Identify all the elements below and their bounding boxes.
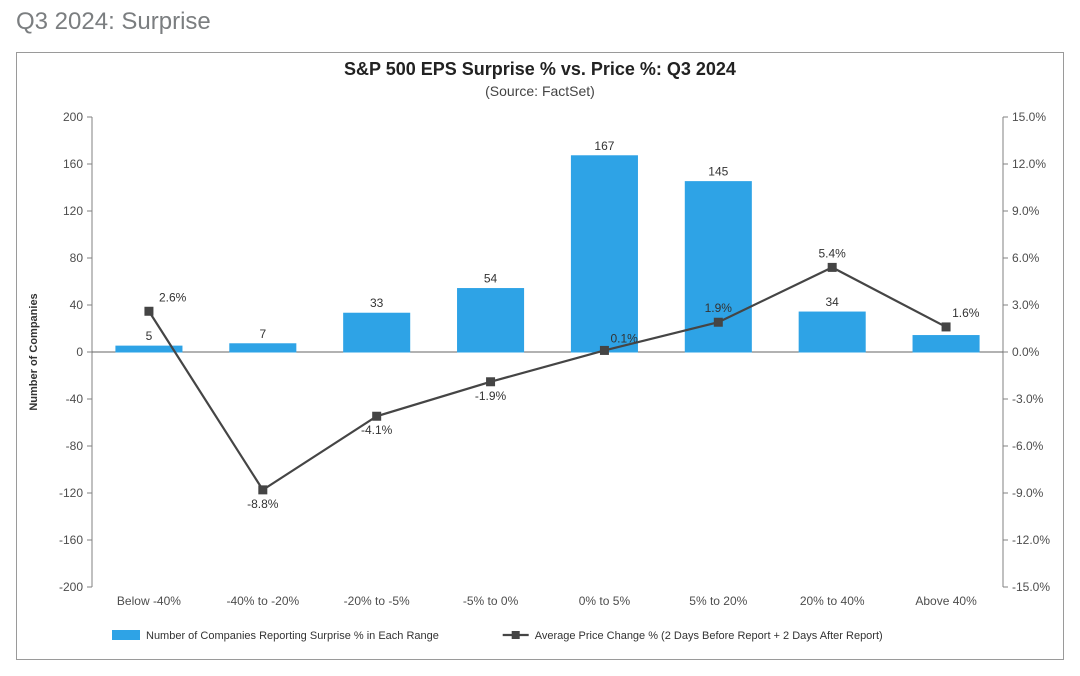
chart-subtitle: (Source: FactSet) [17, 83, 1063, 99]
left-tick-label: 0 [76, 345, 83, 359]
right-tick-label: -3.0% [1012, 392, 1044, 406]
right-tick-label: -9.0% [1012, 486, 1044, 500]
line-marker [828, 263, 836, 271]
bar [913, 335, 979, 351]
bar [458, 288, 524, 351]
category-label: 20% to 40% [800, 594, 865, 608]
line-label: -8.8% [247, 496, 279, 510]
right-tick-label: 15.0% [1012, 110, 1046, 124]
bar-label: 54 [484, 271, 498, 285]
bar-label: 33 [370, 296, 384, 310]
line-marker [145, 307, 153, 315]
legend-bar-label: Number of Companies Reporting Surprise %… [146, 630, 439, 642]
chart-frame: S&P 500 EPS Surprise % vs. Price %: Q3 2… [16, 52, 1064, 660]
line-marker [373, 412, 381, 420]
bar-label: 7 [259, 326, 266, 340]
line-label: -4.1% [361, 423, 393, 437]
left-tick-label: 200 [63, 110, 83, 124]
legend-line-marker [512, 631, 520, 639]
category-label: -5% to 0% [463, 594, 519, 608]
bar-label: 145 [708, 164, 728, 178]
left-tick-label: -160 [59, 533, 83, 547]
bar-label: 34 [826, 295, 840, 309]
line-marker [487, 377, 495, 385]
line-marker [942, 323, 950, 331]
line-marker [600, 346, 608, 354]
right-tick-label: 0.0% [1012, 345, 1040, 359]
line-label: 1.6% [952, 306, 980, 320]
category-label: -40% to -20% [226, 594, 299, 608]
line-label: -1.9% [475, 388, 507, 402]
legend: Number of Companies Reporting Surprise %… [112, 630, 883, 642]
line-marker [714, 318, 722, 326]
line-label: 0.1% [610, 331, 638, 345]
left-tick-label: 160 [63, 157, 83, 171]
bar-label: 167 [594, 138, 614, 152]
left-tick-label: 40 [70, 298, 84, 312]
legend-line-label: Average Price Change % (2 Days Before Re… [535, 630, 883, 642]
category-label: -20% to -5% [344, 594, 410, 608]
right-tick-label: 6.0% [1012, 251, 1040, 265]
right-tick-label: -12.0% [1012, 533, 1050, 547]
left-tick-label: 120 [63, 204, 83, 218]
line-label: 2.6% [159, 290, 187, 304]
right-tick-label: 12.0% [1012, 157, 1046, 171]
category-label: 0% to 5% [579, 594, 631, 608]
left-tick-label: -40 [66, 392, 84, 406]
line-label: 5.4% [819, 246, 847, 260]
line-marker [259, 485, 267, 493]
bar [571, 155, 637, 351]
left-tick-label: -80 [66, 439, 84, 453]
category-label: Below -40% [117, 594, 181, 608]
line-label: 1.9% [705, 301, 733, 315]
bar [799, 312, 865, 352]
category-label: 5% to 20% [689, 594, 747, 608]
chart-svg: -200 -160 -120 -80 -40 0 40 80 120 160 200 -15.0% -1… [17, 99, 1063, 659]
bar [344, 313, 410, 352]
left-tick-label: -120 [59, 486, 83, 500]
bar-label: 5 [146, 329, 153, 343]
bar [230, 343, 296, 351]
left-axis-title: Number of Companies [28, 293, 40, 410]
left-tick-label: -200 [59, 580, 83, 594]
chart-title: S&P 500 EPS Surprise % vs. Price %: Q3 2… [17, 59, 1063, 81]
category-label: Above 40% [915, 594, 977, 608]
legend-bar-swatch [112, 630, 140, 640]
left-tick-label: 80 [70, 251, 84, 265]
page-heading: Q3 2024: Surprise [16, 8, 211, 36]
right-tick-label: -15.0% [1012, 580, 1050, 594]
right-tick-label: 9.0% [1012, 204, 1040, 218]
right-tick-label: -6.0% [1012, 439, 1044, 453]
right-tick-label: 3.0% [1012, 298, 1040, 312]
